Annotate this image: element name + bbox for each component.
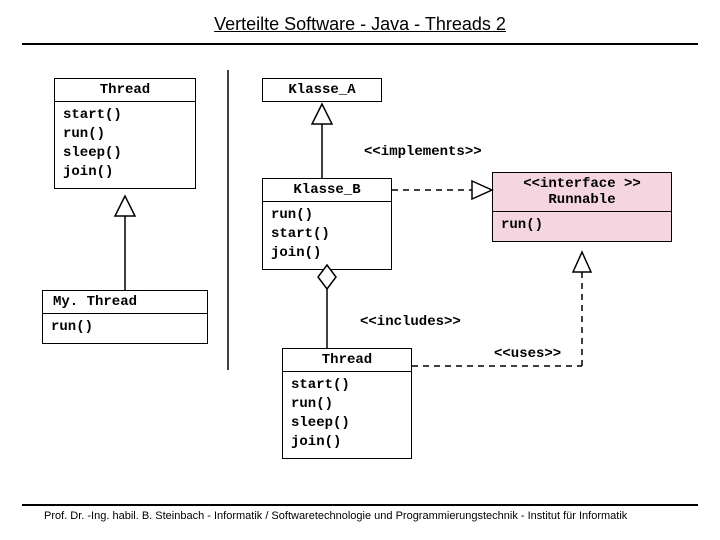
class-mythread-title: My. Thread [43, 291, 207, 314]
interface-runnable-title: <<interface >> Runnable [493, 173, 671, 212]
label-uses: <<uses>> [494, 346, 561, 362]
class-klasse-a: Klasse_A [262, 78, 382, 102]
class-klasse-b-title: Klasse_B [263, 179, 391, 202]
class-klasse-a-title: Klasse_A [263, 79, 381, 101]
class-thread-1-title: Thread [55, 79, 195, 102]
class-klasse-b-body: run() start() join() [263, 202, 391, 269]
class-thread-2-title: Thread [283, 349, 411, 372]
interface-runnable-body: run() [493, 212, 671, 241]
label-implements: <<implements>> [364, 144, 482, 160]
interface-runnable: <<interface >> Runnable run() [492, 172, 672, 242]
class-mythread-body: run() [43, 314, 207, 343]
top-rule [22, 43, 698, 45]
class-thread-1: Thread start() run() sleep() join() [54, 78, 196, 189]
label-includes: <<includes>> [360, 314, 461, 330]
diagram-canvas: Thread start() run() sleep() join() My. … [0, 50, 720, 490]
class-thread-1-body: start() run() sleep() join() [55, 102, 195, 188]
class-thread-2-body: start() run() sleep() join() [283, 372, 411, 458]
class-klasse-b: Klasse_B run() start() join() [262, 178, 392, 270]
class-thread-2: Thread start() run() sleep() join() [282, 348, 412, 459]
page-title: Verteilte Software - Java - Threads 2 [0, 0, 720, 41]
footer-text: Prof. Dr. -Ing. habil. B. Steinbach - In… [22, 504, 698, 522]
class-mythread: My. Thread run() [42, 290, 208, 344]
